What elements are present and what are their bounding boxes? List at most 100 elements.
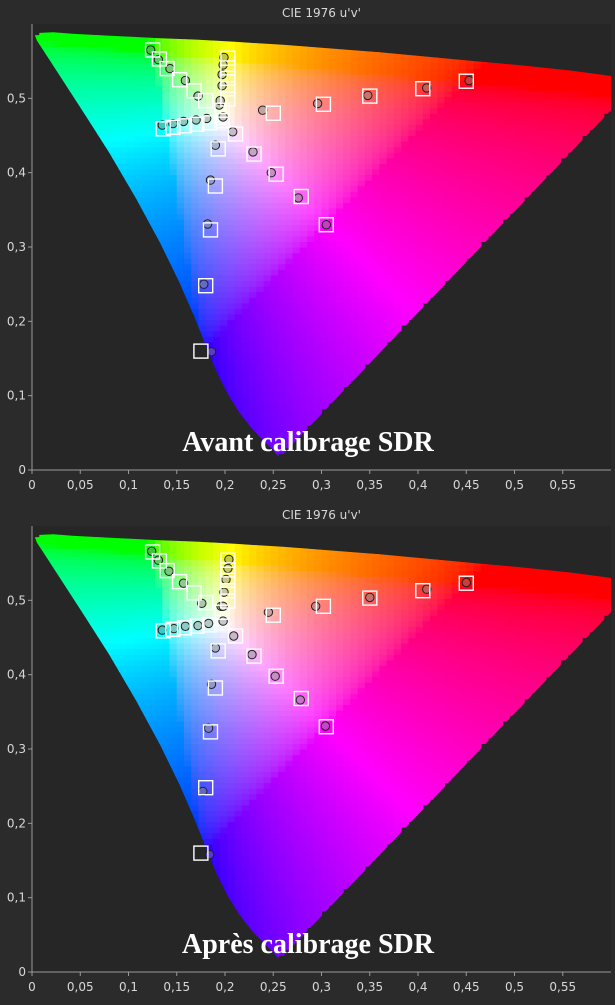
- x-tick-label: 0,25: [260, 478, 287, 492]
- x-tick-label: 0,35: [356, 478, 383, 492]
- measured-point: [223, 563, 233, 574]
- x-tick-label: 0,1: [119, 478, 138, 492]
- target-point: [197, 92, 214, 109]
- target-point: [315, 598, 332, 615]
- target-point: [458, 73, 474, 89]
- measured-point: [203, 723, 214, 733]
- y-tick-label: 0,1: [7, 891, 26, 905]
- measured-point: [180, 75, 191, 86]
- y-tick-label: 0: [18, 463, 26, 477]
- x-tick-label: 0,2: [215, 980, 234, 994]
- x-tick-label: 0,15: [163, 980, 190, 994]
- measured-point: [263, 607, 274, 617]
- y-tick-label: 0,2: [7, 816, 26, 830]
- measured-point: [257, 105, 268, 115]
- x-tick-label: 0,55: [549, 478, 576, 492]
- target-point: [268, 166, 284, 182]
- x-tick-label: 0: [28, 478, 36, 492]
- target-point: [186, 585, 202, 601]
- measured-point: [203, 618, 214, 629]
- target-point: [201, 617, 218, 633]
- target-point: [202, 222, 219, 238]
- x-tick-label: 0,4: [408, 980, 427, 994]
- target-point: [193, 343, 209, 359]
- target-point: [214, 614, 230, 631]
- measured-point: [321, 220, 331, 230]
- target-point: [207, 680, 224, 696]
- measured-point: [312, 98, 323, 109]
- target-point: [220, 582, 236, 599]
- x-tick-label: 0,45: [453, 980, 480, 994]
- target-point: [159, 562, 175, 579]
- target-point: [220, 60, 236, 76]
- target-point: [165, 621, 181, 638]
- measured-point: [293, 193, 303, 203]
- measured-point: [422, 584, 432, 594]
- target-point: [293, 188, 309, 205]
- x-tick-label: 0,05: [67, 980, 94, 994]
- measured-point: [320, 721, 331, 731]
- measured-point: [464, 75, 474, 86]
- target-point: [220, 50, 236, 66]
- measured-point: [218, 616, 228, 626]
- target-point: [220, 552, 236, 568]
- measured-point: [266, 168, 276, 178]
- target-point: [202, 724, 219, 740]
- measured-point: [270, 671, 280, 681]
- measured-point: [153, 555, 164, 565]
- target-point: [155, 121, 171, 137]
- target-point: [176, 118, 193, 134]
- target-point: [151, 553, 168, 569]
- x-tick-label: 0,5: [505, 478, 524, 492]
- target-point: [214, 112, 230, 129]
- measured-point: [205, 175, 216, 185]
- measured-point: [210, 643, 221, 653]
- target-point: [197, 780, 214, 796]
- target-point: [189, 116, 205, 133]
- x-tick-label: 0: [28, 980, 36, 994]
- x-tick-label: 0,5: [505, 980, 524, 994]
- target-point: [155, 623, 171, 639]
- cie-chart: CIE 1976 u'v' 0 0,05 0,1 0,15 0,2 0,25 0,3 0,35 0…: [0, 502, 615, 1004]
- chart-caption: Après calibrage SDR: [182, 929, 435, 960]
- x-tick-label: 0,4: [408, 478, 427, 492]
- x-tick-label: 0,45: [453, 478, 480, 492]
- target-point: [171, 71, 188, 88]
- measured-point: [295, 695, 305, 705]
- target-point: [220, 70, 236, 87]
- y-tick-label: 0,5: [7, 593, 26, 607]
- target-point: [201, 115, 218, 131]
- x-tick-label: 0,55: [549, 980, 576, 994]
- measured-point: [365, 592, 375, 603]
- chart-title: CIE 1976 u'v': [282, 6, 361, 20]
- target-point: [197, 594, 214, 611]
- target-point: [293, 690, 309, 707]
- measured-point: [206, 679, 217, 690]
- target-point: [415, 582, 431, 599]
- target-point: [220, 572, 236, 589]
- target-point: [210, 643, 226, 659]
- y-tick-label: 0,4: [7, 166, 26, 180]
- measured-point: [193, 620, 203, 631]
- target-point: [246, 146, 262, 162]
- target-point: [362, 590, 378, 606]
- target-point: [159, 60, 175, 77]
- target-point: [220, 80, 236, 97]
- target-point: [189, 618, 205, 635]
- target-point: [227, 126, 244, 142]
- chart-panel-after: CIE 1976 u'v' 0 0,05 0,1 0,15 0,2 0,25 0,3 0,35 0…: [0, 502, 615, 1004]
- target-point: [246, 648, 262, 664]
- target-point: [265, 105, 281, 121]
- measured-point: [178, 578, 189, 588]
- y-tick-label: 0,3: [7, 240, 26, 254]
- measured-point: [247, 649, 257, 660]
- target-point: [315, 96, 332, 113]
- target-point: [193, 845, 209, 861]
- cie-chart: CIE 1976 u'v' 0 0,05 0,1 0,15 0,2 0,25 0,3 0,35 0…: [0, 0, 615, 502]
- target-point: [318, 216, 334, 233]
- target-point: [415, 80, 431, 97]
- x-tick-label: 0,2: [215, 478, 234, 492]
- measured-point: [228, 127, 238, 137]
- measured-point: [164, 566, 174, 577]
- y-tick-label: 0: [18, 965, 26, 979]
